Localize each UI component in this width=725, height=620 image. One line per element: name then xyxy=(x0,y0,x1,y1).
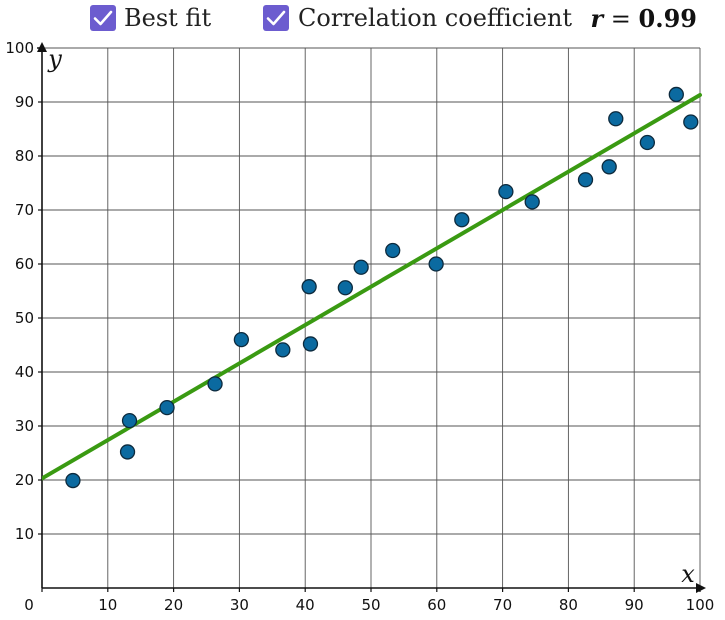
y-tick-label: 70 xyxy=(15,201,34,219)
correlation-readout: r = 0.99 xyxy=(591,4,697,33)
data-point xyxy=(233,331,250,348)
data-point xyxy=(498,183,514,200)
checkmark-icon xyxy=(266,10,286,26)
data-point xyxy=(577,172,594,188)
y-tick-label: 20 xyxy=(15,471,34,489)
r-value: 0.99 xyxy=(638,4,697,33)
checkmark-icon xyxy=(93,10,113,26)
x-tick-label: 60 xyxy=(427,596,446,614)
data-point xyxy=(601,159,617,175)
data-point xyxy=(302,336,319,352)
r-equals: = xyxy=(603,5,639,33)
data-point xyxy=(385,242,401,259)
y-tick-label: 30 xyxy=(15,417,34,435)
data-point xyxy=(683,114,699,130)
data-point xyxy=(337,280,353,296)
y-axis-label: y xyxy=(47,45,62,73)
y-tick-label: 100 xyxy=(5,39,34,57)
y-tick-label: 60 xyxy=(15,255,34,273)
best-fit-checkbox[interactable] xyxy=(90,5,116,31)
y-axis-arrow xyxy=(37,42,47,52)
data-point xyxy=(353,259,369,275)
x-axis-arrow xyxy=(696,583,706,593)
data-points xyxy=(65,86,699,489)
best-fit-label: Best fit xyxy=(124,4,212,32)
data-point xyxy=(454,212,470,228)
y-tick-label: 50 xyxy=(15,309,34,327)
y-tick-label: 10 xyxy=(15,525,34,543)
data-point xyxy=(608,111,624,127)
data-point xyxy=(207,376,223,392)
data-point xyxy=(275,342,291,358)
data-point xyxy=(301,279,317,295)
x-tick-label: 20 xyxy=(164,596,183,614)
r-symbol: r xyxy=(590,4,604,33)
data-point xyxy=(668,86,684,103)
controls-bar: Best fit Correlation coefficient r = 0.9… xyxy=(0,0,725,40)
x-tick-label: 10 xyxy=(98,596,117,614)
correlation-label: Correlation coefficient xyxy=(298,4,573,32)
y-tick-label: 90 xyxy=(15,93,34,111)
x-tick-label: 80 xyxy=(559,596,578,614)
y-tick-label: 80 xyxy=(15,147,34,165)
data-point xyxy=(524,194,540,210)
x-tick-label: 0 xyxy=(24,596,34,614)
x-tick-label: 50 xyxy=(361,596,380,614)
x-tick-label: 100 xyxy=(686,596,715,614)
data-point xyxy=(65,472,81,489)
y-tick-label: 40 xyxy=(15,363,34,381)
best-fit-line xyxy=(42,92,702,481)
grid-lines xyxy=(42,47,701,588)
data-point xyxy=(159,399,175,416)
data-point xyxy=(639,134,656,151)
data-point xyxy=(428,256,444,272)
data-point xyxy=(121,412,138,429)
x-axis-label: x xyxy=(681,560,695,588)
x-tick-label: 40 xyxy=(296,596,315,614)
x-tick-label: 30 xyxy=(230,596,249,614)
x-tick-label: 90 xyxy=(625,596,644,614)
x-tick-label: 70 xyxy=(493,596,512,614)
correlation-checkbox[interactable] xyxy=(263,5,289,31)
data-point xyxy=(119,444,136,460)
